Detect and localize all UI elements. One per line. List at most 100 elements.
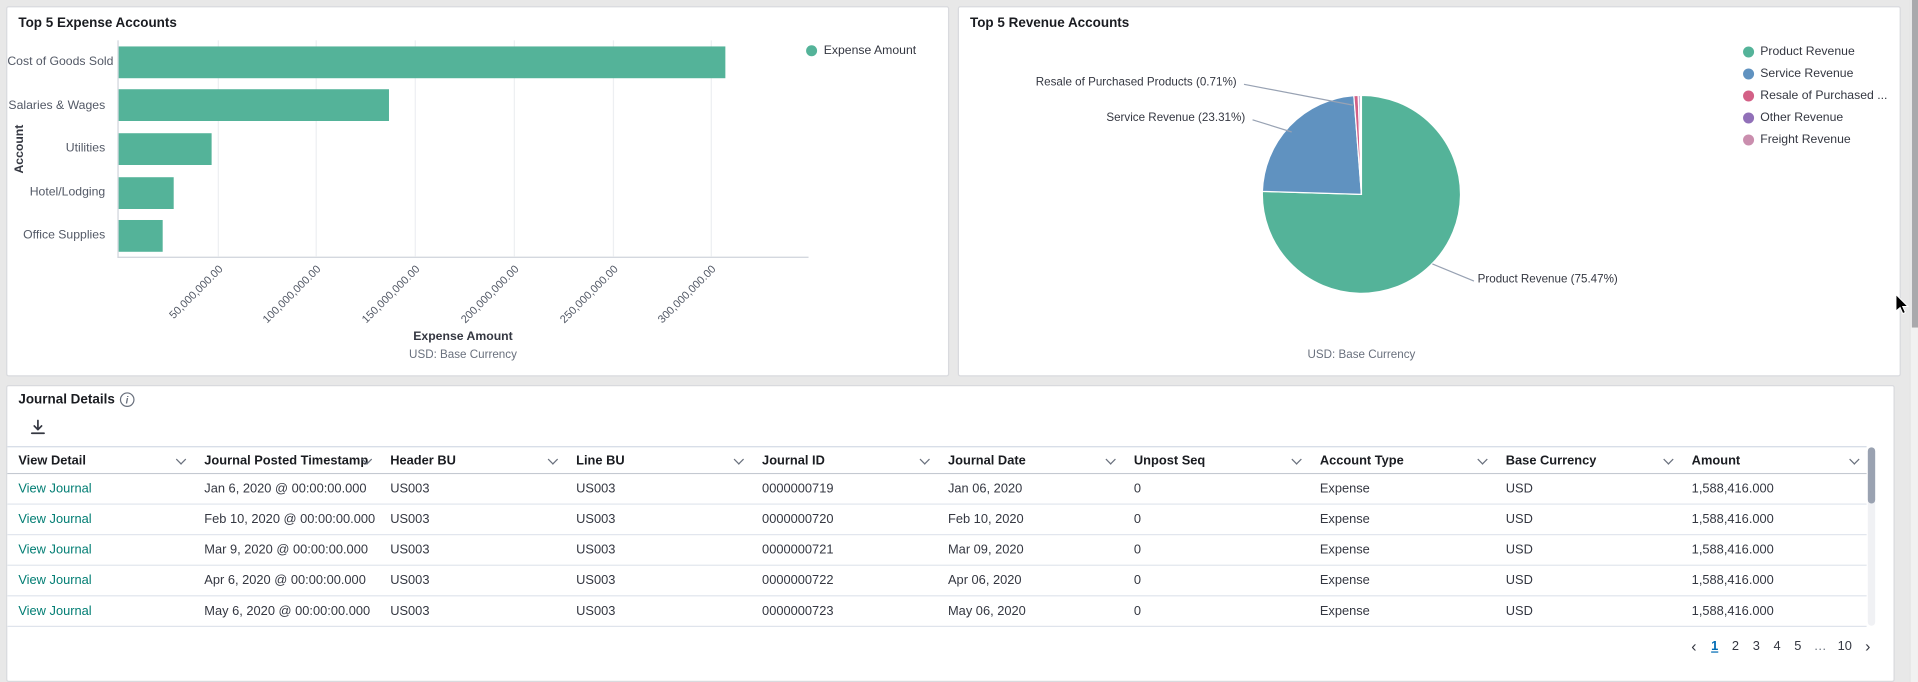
column-header[interactable]: Line BU: [565, 447, 751, 473]
legend-item[interactable]: Product Revenue: [1743, 40, 1887, 62]
table-cell: 0: [1133, 573, 1142, 588]
gridline: [316, 40, 318, 257]
table-body: View Journal Jan 6, 2020 @ 00:00:00.000 US…: [7, 474, 1867, 627]
x-axis-tick-label: 100,000,000.00: [260, 262, 324, 326]
expense-bar[interactable]: [118, 89, 390, 122]
table-row: View Journal Feb 10, 2020 @ 00:00:00.000 U…: [7, 504, 1867, 536]
view-journal-link[interactable]: View Journal: [18, 573, 92, 588]
panel-title: Top 5 Revenue Accounts: [969, 15, 1130, 31]
view-journal-link[interactable]: View Journal: [18, 481, 92, 497]
view-journal-link[interactable]: View Journal: [18, 512, 92, 527]
expense-bar[interactable]: [118, 176, 174, 209]
expense-bar[interactable]: [118, 46, 725, 78]
pie-legend: Product Revenue Service Revenue Resale of …: [1743, 40, 1887, 150]
pagination-next[interactable]: ›: [1865, 636, 1871, 656]
table-cell: Expense: [1319, 573, 1370, 588]
column-header[interactable]: Unpost Seq: [1123, 447, 1309, 473]
table-scrollbar-thumb[interactable]: [1867, 447, 1876, 504]
pagination-page-10[interactable]: 10: [1837, 639, 1852, 654]
chart-legend[interactable]: Expense Amount: [806, 44, 916, 57]
table-cell: 0: [1133, 542, 1142, 558]
legend-dot-icon: [1743, 111, 1755, 123]
column-header[interactable]: Amount: [1681, 447, 1867, 473]
chevron-down-icon[interactable]: [1477, 454, 1488, 465]
table-cell: Expense: [1319, 481, 1370, 497]
legend-dot-icon: [1743, 67, 1755, 79]
table-cell: 0: [1133, 481, 1142, 497]
expense-bar[interactable]: [118, 220, 163, 253]
view-journal-link[interactable]: View Journal: [18, 603, 92, 619]
table-cell: US003: [576, 542, 616, 558]
chevron-down-icon[interactable]: [1291, 454, 1302, 465]
column-header[interactable]: Journal Posted Timestamp: [193, 447, 379, 473]
table-cell: US003: [576, 512, 616, 527]
column-header[interactable]: Base Currency: [1495, 447, 1681, 473]
column-header[interactable]: Account Type: [1309, 447, 1495, 473]
legend-item[interactable]: Resale of Purchased ...: [1743, 84, 1887, 106]
column-header-label: Header BU: [390, 452, 456, 468]
column-header[interactable]: View Detail: [7, 447, 193, 473]
chevron-down-icon[interactable]: [919, 454, 930, 465]
table-cell: 0000000719: [762, 481, 834, 497]
view-journal-link[interactable]: View Journal: [18, 542, 92, 558]
table-scrollbar[interactable]: [1867, 447, 1876, 626]
table-cell: May 6, 2020 @ 00:00:00.000: [204, 603, 371, 619]
column-header[interactable]: Journal Date: [937, 447, 1123, 473]
journal-title-row: Journal Details i: [18, 392, 135, 407]
page-scrollbar-thumb[interactable]: [1911, 0, 1918, 328]
legend-label: Other Revenue: [1760, 110, 1844, 125]
panel-title: Top 5 Expense Accounts: [18, 15, 177, 31]
pagination-prev[interactable]: ‹: [1691, 636, 1697, 656]
legend-label: Service Revenue: [1760, 66, 1854, 81]
chevron-down-icon[interactable]: [1849, 454, 1860, 465]
pie-slice-4[interactable]: [1359, 94, 1363, 195]
chevron-down-icon[interactable]: [1105, 454, 1116, 465]
table-cell: Expense: [1319, 512, 1370, 527]
table-cell: 0: [1133, 512, 1142, 527]
pagination-page-4[interactable]: 4: [1773, 639, 1781, 654]
column-header[interactable]: Header BU: [379, 447, 565, 473]
table-cell: 0: [1133, 603, 1142, 619]
pagination-page-3[interactable]: 3: [1752, 639, 1760, 654]
gridline: [711, 40, 713, 257]
pagination-page-5[interactable]: 5: [1794, 639, 1802, 654]
x-axis-subtitle: USD: Base Currency: [409, 348, 517, 362]
gridline: [612, 40, 614, 257]
pie-slice-1[interactable]: [1261, 94, 1363, 195]
table-header-row: View Detail Journal Posted Timestamp Heade…: [7, 446, 1867, 475]
page-scrollbar[interactable]: [1909, 0, 1918, 682]
chevron-down-icon[interactable]: [1663, 454, 1674, 465]
gridline: [513, 40, 515, 257]
legend-item[interactable]: Service Revenue: [1743, 62, 1887, 84]
chevron-down-icon[interactable]: [175, 454, 187, 465]
pagination-page-2[interactable]: 2: [1731, 639, 1740, 654]
table-cell: 0000000720: [762, 512, 834, 527]
table-cell: US003: [390, 542, 430, 558]
table-cell: US003: [576, 573, 616, 588]
table-cell: US003: [390, 573, 430, 588]
legend-item[interactable]: Freight Revenue: [1743, 128, 1887, 150]
pagination-page-1[interactable]: 1: [1711, 639, 1719, 654]
table-cell: 1,588,416.000: [1691, 542, 1774, 558]
table-cell: Apr 06, 2020: [947, 573, 1022, 588]
download-csv-icon[interactable]: [28, 418, 48, 438]
column-header-label: View Detail: [18, 452, 86, 468]
column-header-label: Journal ID: [762, 452, 825, 468]
panel-title: Journal Details: [18, 392, 115, 407]
table-cell: US003: [390, 512, 430, 527]
chevron-down-icon[interactable]: [547, 454, 559, 465]
mouse-cursor: [1895, 293, 1910, 315]
gridline: [414, 40, 417, 257]
chevron-down-icon[interactable]: [733, 454, 745, 465]
info-icon[interactable]: i: [119, 392, 135, 407]
x-axis-title: Expense Amount: [413, 329, 513, 344]
column-header[interactable]: Journal ID: [751, 447, 937, 473]
y-axis-category-label: Utilities: [65, 142, 106, 156]
expense-bar[interactable]: [118, 133, 212, 165]
pie-chart: [1261, 94, 1462, 294]
y-axis-category-label: Cost of Goods Sold: [7, 54, 114, 69]
column-header-label: Journal Date: [947, 452, 1026, 468]
bar-chart-plot: [117, 40, 809, 258]
legend-item[interactable]: Other Revenue: [1743, 106, 1887, 128]
table-cell: Jan 06, 2020: [947, 481, 1023, 497]
